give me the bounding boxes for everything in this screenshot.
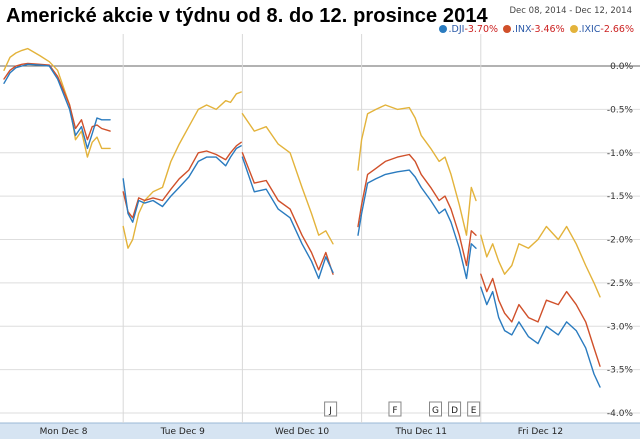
legend-item: .DJI-3.70% bbox=[439, 24, 498, 35]
series-line bbox=[241, 152, 334, 275]
series-line bbox=[241, 156, 334, 280]
x-tick-label: Tue Dec 9 bbox=[160, 427, 206, 437]
legend-change: -2.66% bbox=[600, 24, 634, 35]
news-flag-label[interactable]: E bbox=[471, 406, 477, 416]
news-flag-box[interactable] bbox=[448, 401, 462, 417]
series-layer bbox=[3, 47, 601, 388]
series-line bbox=[122, 141, 242, 219]
series-line bbox=[480, 286, 601, 388]
series-dji bbox=[3, 63, 601, 388]
series-line bbox=[480, 273, 601, 367]
y-tick-label: -1.5% bbox=[607, 192, 634, 202]
news-flag-label[interactable]: J bbox=[328, 406, 332, 416]
series-line bbox=[3, 47, 111, 158]
x-tick-label: Mon Dec 8 bbox=[40, 427, 88, 437]
series-line bbox=[241, 112, 334, 245]
y-tick-label: -2.5% bbox=[607, 279, 634, 289]
x-axis-ticks: Mon Dec 8 Tue Dec 9 Wed Dec 10 Thu Dec 11 Fr… bbox=[40, 427, 563, 437]
series-line bbox=[357, 153, 477, 267]
series-line bbox=[480, 225, 601, 298]
news-flag[interactable]: G bbox=[429, 401, 443, 417]
y-tick-label: -0.5% bbox=[607, 105, 634, 115]
day-separators bbox=[122, 34, 482, 423]
news-flag[interactable]: D bbox=[448, 401, 462, 417]
legend-dot-icon bbox=[569, 25, 578, 33]
date-range: Dec 08, 2014 - Dec 12, 2014 bbox=[509, 6, 632, 16]
y-tick-label: 0.0% bbox=[610, 62, 633, 72]
legend-change: -3.46% bbox=[531, 24, 565, 35]
x-tick-label: Fri Dec 12 bbox=[518, 427, 563, 437]
news-flag-box[interactable] bbox=[324, 401, 338, 417]
news-flag-label[interactable]: D bbox=[451, 406, 458, 416]
y-tick-label: -4.0% bbox=[607, 409, 634, 419]
news-flag-box[interactable] bbox=[429, 401, 443, 417]
y-tick-label: -1.0% bbox=[607, 149, 634, 159]
news-flag-label[interactable]: G bbox=[432, 406, 439, 416]
legend-dot-icon bbox=[439, 25, 448, 33]
news-flag-label[interactable]: F bbox=[392, 406, 397, 416]
series-inx bbox=[3, 62, 601, 367]
legend-item: .IXIC-2.66% bbox=[569, 24, 634, 35]
legend-dot-icon bbox=[503, 25, 512, 33]
y-tick-label: -3.0% bbox=[607, 322, 634, 332]
series-line bbox=[3, 63, 111, 150]
news-flag-box[interactable] bbox=[467, 401, 481, 417]
legend: .DJI-3.70% .INX-3.46% .IXIC-2.66% bbox=[434, 24, 634, 35]
legend-symbol: .INX bbox=[512, 24, 532, 35]
news-flag-box[interactable] bbox=[388, 401, 402, 417]
y-tick-label: -2.0% bbox=[607, 236, 634, 246]
chart-title: Americké akcie v týdnu od 8. do 12. pros… bbox=[6, 5, 488, 27]
legend-symbol: .DJI bbox=[448, 24, 465, 35]
grid-lines bbox=[0, 65, 640, 414]
y-axis-ticks: 0.0% -0.5% -1.0% -1.5% -2.0% -2.5% -3.0% -3.5% -… bbox=[607, 62, 634, 419]
series-line bbox=[357, 104, 477, 236]
news-flag[interactable]: J bbox=[324, 401, 338, 417]
legend-change: -3.70% bbox=[464, 24, 499, 35]
x-axis-band bbox=[0, 423, 640, 439]
legend-item: .INX-3.46% bbox=[503, 24, 565, 35]
series-line bbox=[122, 145, 242, 223]
x-tick-label: Wed Dec 10 bbox=[275, 427, 329, 437]
news-flag[interactable]: F bbox=[388, 401, 402, 417]
series-line bbox=[357, 169, 477, 280]
x-tick-label: Thu Dec 11 bbox=[394, 427, 447, 437]
series-ixic bbox=[3, 47, 601, 298]
legend-symbol: .IXIC bbox=[578, 24, 601, 35]
y-tick-label: -3.5% bbox=[607, 366, 634, 376]
series-line bbox=[122, 91, 242, 249]
news-flag[interactable]: E bbox=[467, 401, 481, 417]
